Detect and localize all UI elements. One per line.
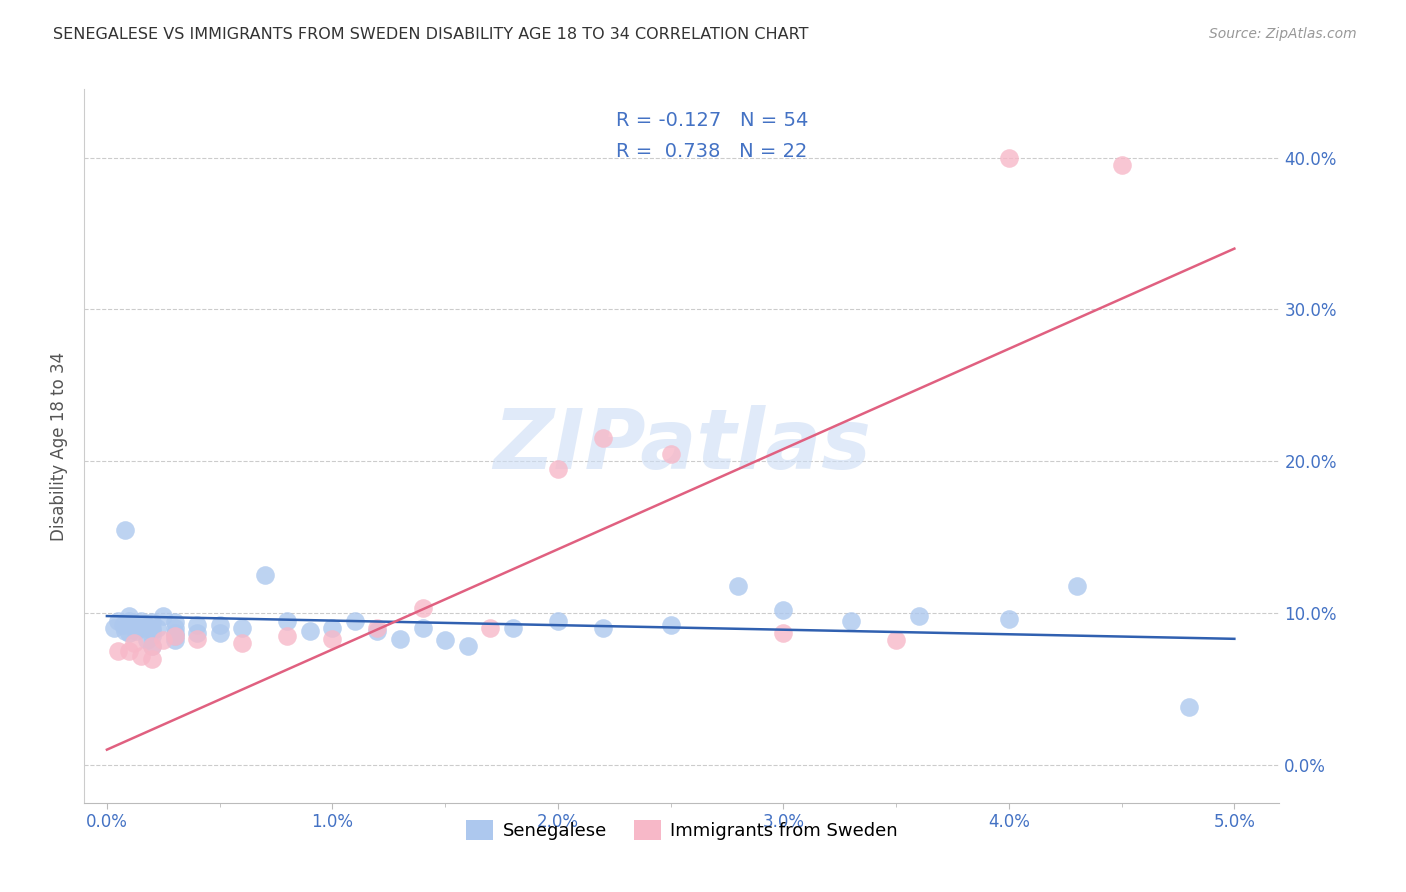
Point — [412, 601, 434, 615]
Point — [118, 614, 141, 628]
Point — [141, 615, 163, 629]
Point — [145, 621, 167, 635]
Point — [321, 632, 343, 646]
Point — [163, 625, 186, 640]
Point — [366, 624, 388, 639]
Point — [163, 615, 186, 629]
Point — [118, 644, 141, 658]
Text: R = -0.127   N = 54: R = -0.127 N = 54 — [616, 112, 808, 130]
Point — [231, 636, 253, 650]
Point — [434, 633, 457, 648]
Point — [122, 618, 145, 632]
Point — [659, 618, 682, 632]
Point — [141, 621, 163, 635]
Text: Source: ZipAtlas.com: Source: ZipAtlas.com — [1209, 27, 1357, 41]
Point — [141, 640, 163, 654]
Point — [457, 640, 479, 654]
Point — [479, 621, 502, 635]
Point — [163, 621, 186, 635]
Point — [907, 609, 929, 624]
Y-axis label: Disability Age 18 to 34: Disability Age 18 to 34 — [51, 351, 69, 541]
Point — [186, 618, 208, 632]
Point — [114, 624, 136, 639]
Point — [1178, 700, 1201, 714]
Point — [141, 624, 163, 639]
Point — [152, 609, 174, 624]
Point — [343, 614, 366, 628]
Point — [231, 621, 253, 635]
Point — [163, 629, 186, 643]
Legend: Senegalese, Immigrants from Sweden: Senegalese, Immigrants from Sweden — [460, 813, 904, 847]
Point — [125, 624, 148, 639]
Point — [118, 616, 141, 631]
Point — [547, 462, 569, 476]
Point — [118, 609, 141, 624]
Point — [163, 633, 186, 648]
Point — [366, 621, 388, 635]
Point — [592, 431, 614, 445]
Point — [276, 614, 298, 628]
Point — [141, 640, 163, 654]
Point — [118, 625, 141, 640]
Point — [103, 621, 125, 635]
Point — [152, 633, 174, 648]
Point — [1066, 579, 1088, 593]
Point — [298, 624, 321, 639]
Point — [772, 625, 794, 640]
Point — [122, 621, 145, 635]
Point — [186, 625, 208, 640]
Point — [129, 621, 152, 635]
Point — [592, 621, 614, 635]
Point — [547, 614, 569, 628]
Point — [412, 621, 434, 635]
Point — [276, 629, 298, 643]
Point — [253, 568, 276, 582]
Point — [186, 632, 208, 646]
Text: ZIPatlas: ZIPatlas — [494, 406, 870, 486]
Point — [141, 629, 163, 643]
Point — [884, 633, 907, 648]
Point — [141, 651, 163, 665]
Point — [321, 621, 343, 635]
Point — [502, 621, 524, 635]
Point — [107, 614, 129, 628]
Point — [208, 618, 231, 632]
Point — [114, 523, 136, 537]
Point — [659, 447, 682, 461]
Point — [727, 579, 749, 593]
Text: R =  0.738   N = 22: R = 0.738 N = 22 — [616, 142, 807, 161]
Point — [136, 633, 159, 648]
Point — [772, 603, 794, 617]
Point — [129, 614, 152, 628]
Point — [1111, 158, 1133, 172]
Point — [163, 629, 186, 643]
Point — [389, 632, 412, 646]
Point — [134, 616, 156, 631]
Point — [998, 612, 1021, 626]
Point — [129, 648, 152, 663]
Point — [208, 625, 231, 640]
Point — [839, 614, 862, 628]
Point — [107, 644, 129, 658]
Point — [122, 636, 145, 650]
Text: SENEGALESE VS IMMIGRANTS FROM SWEDEN DISABILITY AGE 18 TO 34 CORRELATION CHART: SENEGALESE VS IMMIGRANTS FROM SWEDEN DIS… — [53, 27, 808, 42]
Point — [998, 151, 1021, 165]
Point — [111, 618, 134, 632]
